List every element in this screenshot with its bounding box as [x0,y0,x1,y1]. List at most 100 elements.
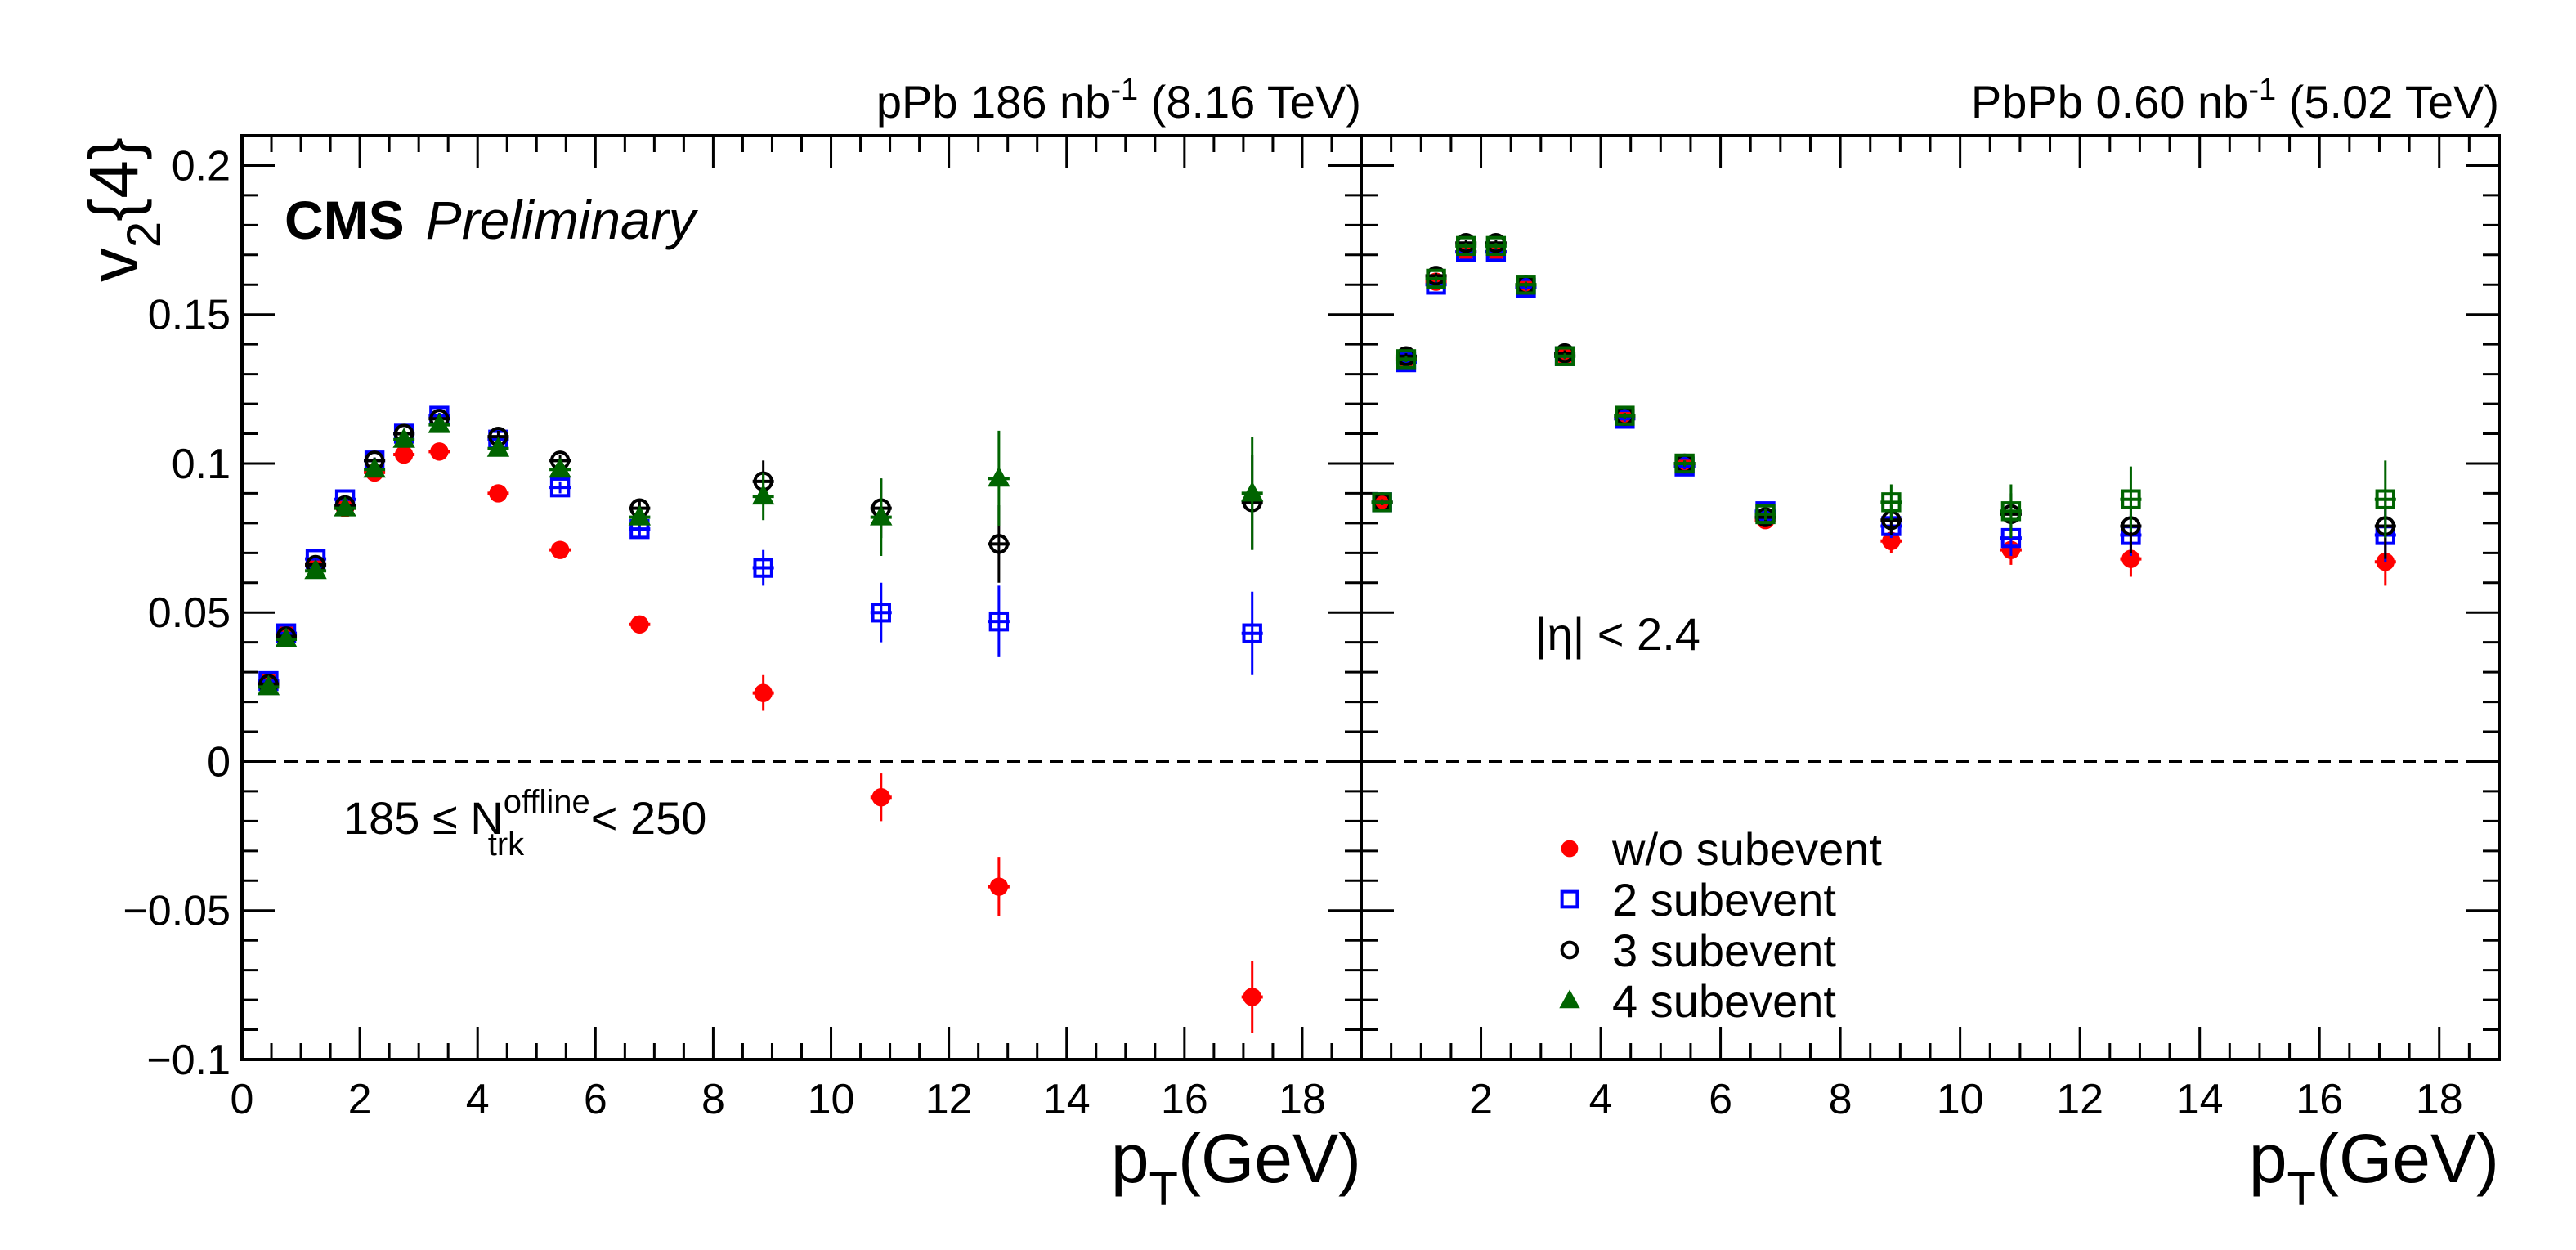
left-point [550,540,570,559]
right-x-tick-text: 6 [1709,1076,1732,1123]
left-x-tick-label: 6 [584,1076,607,1123]
y-tick-label: 0.2 [172,142,231,190]
y-tick-label: −0.05 [123,888,231,935]
left-point [392,428,415,448]
left-x-tick-label: 14 [1043,1076,1091,1123]
ntrk-sup: offline [504,784,590,820]
ylabel-sub: 2 [118,222,171,248]
left-data-layer [240,134,1363,1061]
right-point [1615,405,1635,426]
y-tick-label: −0.1 [146,1037,231,1084]
legend-label: 4 subevent [1612,975,1836,1027]
legend-label: 2 subevent [1612,874,1836,925]
multiplicity-annotation: 185 ≤ Noffline trk < 250 [343,784,706,862]
left-title-tail: (8.16 TeV) [1138,76,1361,128]
ntrk-post: < 250 [578,792,706,844]
left-point [871,788,890,807]
left-point [751,484,775,505]
left-xlabel-tail: (GeV) [1178,1120,1361,1197]
left-point [630,615,649,634]
right-x-tick-label: 2 [1469,1076,1493,1123]
left-point [754,683,773,702]
eta-annotation: |η| < 2.4 [1535,608,1700,660]
left-point [988,466,1010,487]
legend-entry: w/o subevent [1611,823,1882,875]
right-point [1426,268,1446,289]
left-x-tick-text: 0 [231,1076,254,1123]
y-tick-label: 0 [207,738,231,786]
legend-marker [1560,940,1579,960]
left-point [1242,623,1262,643]
right-x-axis-title: pT(GeV) [2249,1120,2499,1216]
right-title: PbPb 0.60 nb-1 (5.02 TeV) [1971,73,2499,128]
left-x-tick-text: 8 [701,1076,725,1123]
left-x-tick-text: 14 [1043,1076,1091,1123]
ntrk-pre: 185 ≤ N [343,792,504,844]
left-point [988,534,1010,554]
right-point [1372,492,1392,513]
right-x-tick-label: 12 [2056,1076,2103,1123]
left-point [363,457,386,478]
y-tick-text: 0.05 [148,589,231,637]
right-x-tick-text: 12 [2056,1076,2103,1123]
left-x-tick-label: 8 [701,1076,725,1123]
right-x-tick-text: 10 [1937,1076,1984,1123]
ylabel-tail: {4} [75,137,152,222]
right-x-tick-text: 18 [2416,1076,2463,1123]
left-x-tick-text: 4 [466,1076,490,1123]
right-title-tail: (5.02 TeV) [2276,76,2499,128]
right-x-tick-text: 14 [2176,1076,2224,1123]
left-point [871,603,891,623]
right-data-layer [1360,134,2501,1061]
text-overlay: 0 2 4 6 8 10 12 14 16 18 −0.1 −0.05 0 0.05 0.1 0.15 0.2 p… [75,73,2499,1216]
y-tick-text: 0.15 [148,292,231,339]
legend-marker [1561,840,1579,858]
right-point [1755,504,1776,525]
legend-entry: 4 subevent [1612,975,1836,1027]
right-series-3 [1371,235,2396,539]
right-x-tick-label: 10 [1937,1076,1984,1123]
legend-entry: 2 subevent [1612,874,1836,925]
legend-label: w/o subevent [1611,823,1882,875]
legend-marker [1559,989,1580,1009]
right-point [1554,346,1575,366]
right-x-tick-text: 8 [1829,1076,1852,1123]
right-x-tick-label: 18 [2416,1076,2463,1123]
right-point [2000,501,2022,522]
right-point [1674,453,1695,474]
left-x-tick-text: 18 [1279,1076,1326,1123]
right-x-tick-label: 6 [1709,1076,1732,1123]
left-title-main: pPb 186 nb [876,76,1110,128]
left-x-tick-label: 10 [808,1076,855,1123]
right-xlabel-main: p [2249,1120,2287,1197]
right-title-sup: -1 [2248,73,2276,107]
y-tick-label: 0.1 [172,441,231,488]
panel-right [1360,134,2501,1061]
y-tick-text: 0 [207,738,231,786]
legend-marker [1560,889,1579,909]
right-x-tick-label: 14 [2176,1076,2224,1123]
left-point [430,442,449,461]
cms-preliminary: CMS Preliminary [284,190,699,250]
left-point [275,627,298,648]
y-tick-label: 0.15 [148,292,231,339]
right-xlabel-tail: (GeV) [2316,1120,2499,1197]
left-x-tick-text: 6 [584,1076,607,1123]
left-point [304,558,327,580]
right-tick-labels: 2 4 6 8 10 12 14 16 18 [1469,1076,2463,1123]
eta-text: |η| < 2.4 [1535,608,1700,660]
right-x-tick-text: 2 [1469,1076,1493,1123]
left-x-tick-label: 12 [925,1076,973,1123]
left-point [989,877,1009,896]
left-series-3 [257,412,1264,696]
right-x-tick-text: 4 [1589,1076,1613,1123]
left-x-tick-text: 12 [925,1076,973,1123]
left-point [257,674,280,696]
y-tick-text: 0.1 [172,441,231,488]
right-x-tick-label: 16 [2296,1076,2343,1123]
right-x-tick-label: 8 [1829,1076,1852,1123]
left-point [489,484,508,503]
right-point [1456,235,1476,257]
right-title-main: PbPb 0.60 nb [1971,76,2248,128]
